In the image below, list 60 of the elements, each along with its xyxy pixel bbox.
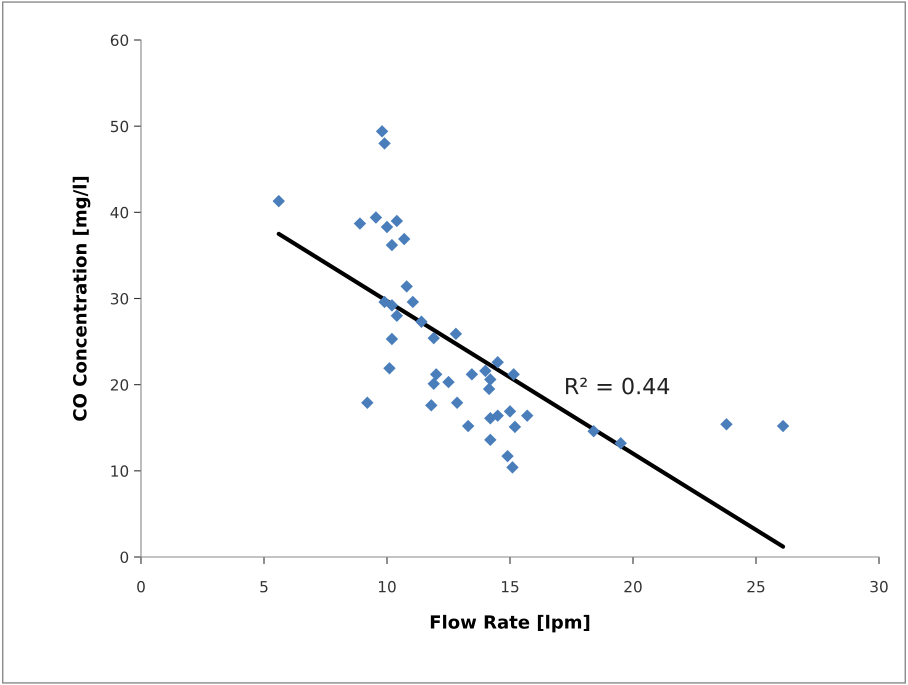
y-tick-label: 40 [110, 206, 128, 218]
x-tick-label: 15 [502, 581, 518, 592]
point [491, 356, 504, 368]
x-tick-label: 0 [137, 580, 145, 592]
point [386, 238, 398, 252]
point [361, 396, 374, 409]
y-tick-label: 50 [110, 120, 128, 132]
y-tick-label: 30 [110, 292, 128, 305]
point [430, 368, 442, 381]
x-tick-label: 5 [260, 581, 268, 592]
point [378, 296, 391, 308]
y-tick-label: 60 [110, 34, 128, 46]
point [484, 434, 497, 446]
point [386, 332, 398, 346]
y-tick-label: 10 [111, 465, 128, 477]
point [386, 299, 398, 312]
point [720, 418, 733, 431]
x-axis-title: Flow Rate [lpm] [430, 614, 590, 632]
y-tick-label: 0 [120, 551, 128, 564]
point [504, 405, 516, 418]
point [272, 194, 285, 208]
x-tick-label: 30 [870, 580, 888, 592]
point [482, 382, 496, 396]
point [415, 316, 428, 328]
point [462, 420, 474, 432]
y-tick-label: 20 [110, 379, 128, 391]
point [484, 373, 497, 386]
point [506, 461, 519, 474]
x-tick-label: 20 [624, 580, 642, 592]
point [390, 310, 404, 322]
point [479, 364, 492, 378]
point [378, 137, 391, 150]
x-tick-label: 10 [378, 580, 396, 592]
point [390, 214, 404, 228]
point [383, 362, 396, 375]
point [442, 376, 455, 388]
point [370, 211, 382, 224]
point [776, 420, 790, 432]
point [614, 437, 627, 450]
point [450, 328, 462, 340]
y-axis-title: CO Concentration [mg/l] [72, 176, 90, 421]
point [425, 399, 438, 412]
point [406, 296, 420, 308]
point [587, 424, 600, 438]
point [466, 368, 478, 381]
point [450, 396, 464, 409]
annotation: R² = 0.44 [566, 378, 670, 394]
point [428, 332, 440, 344]
point [380, 220, 394, 234]
point [376, 125, 388, 138]
point [507, 368, 520, 381]
point [354, 217, 366, 230]
point [491, 409, 504, 422]
x-tick-label: 25 [747, 580, 764, 592]
point [508, 420, 522, 434]
point [501, 450, 514, 462]
point [400, 280, 413, 293]
point [521, 409, 534, 422]
point [428, 378, 440, 390]
point [398, 232, 410, 246]
